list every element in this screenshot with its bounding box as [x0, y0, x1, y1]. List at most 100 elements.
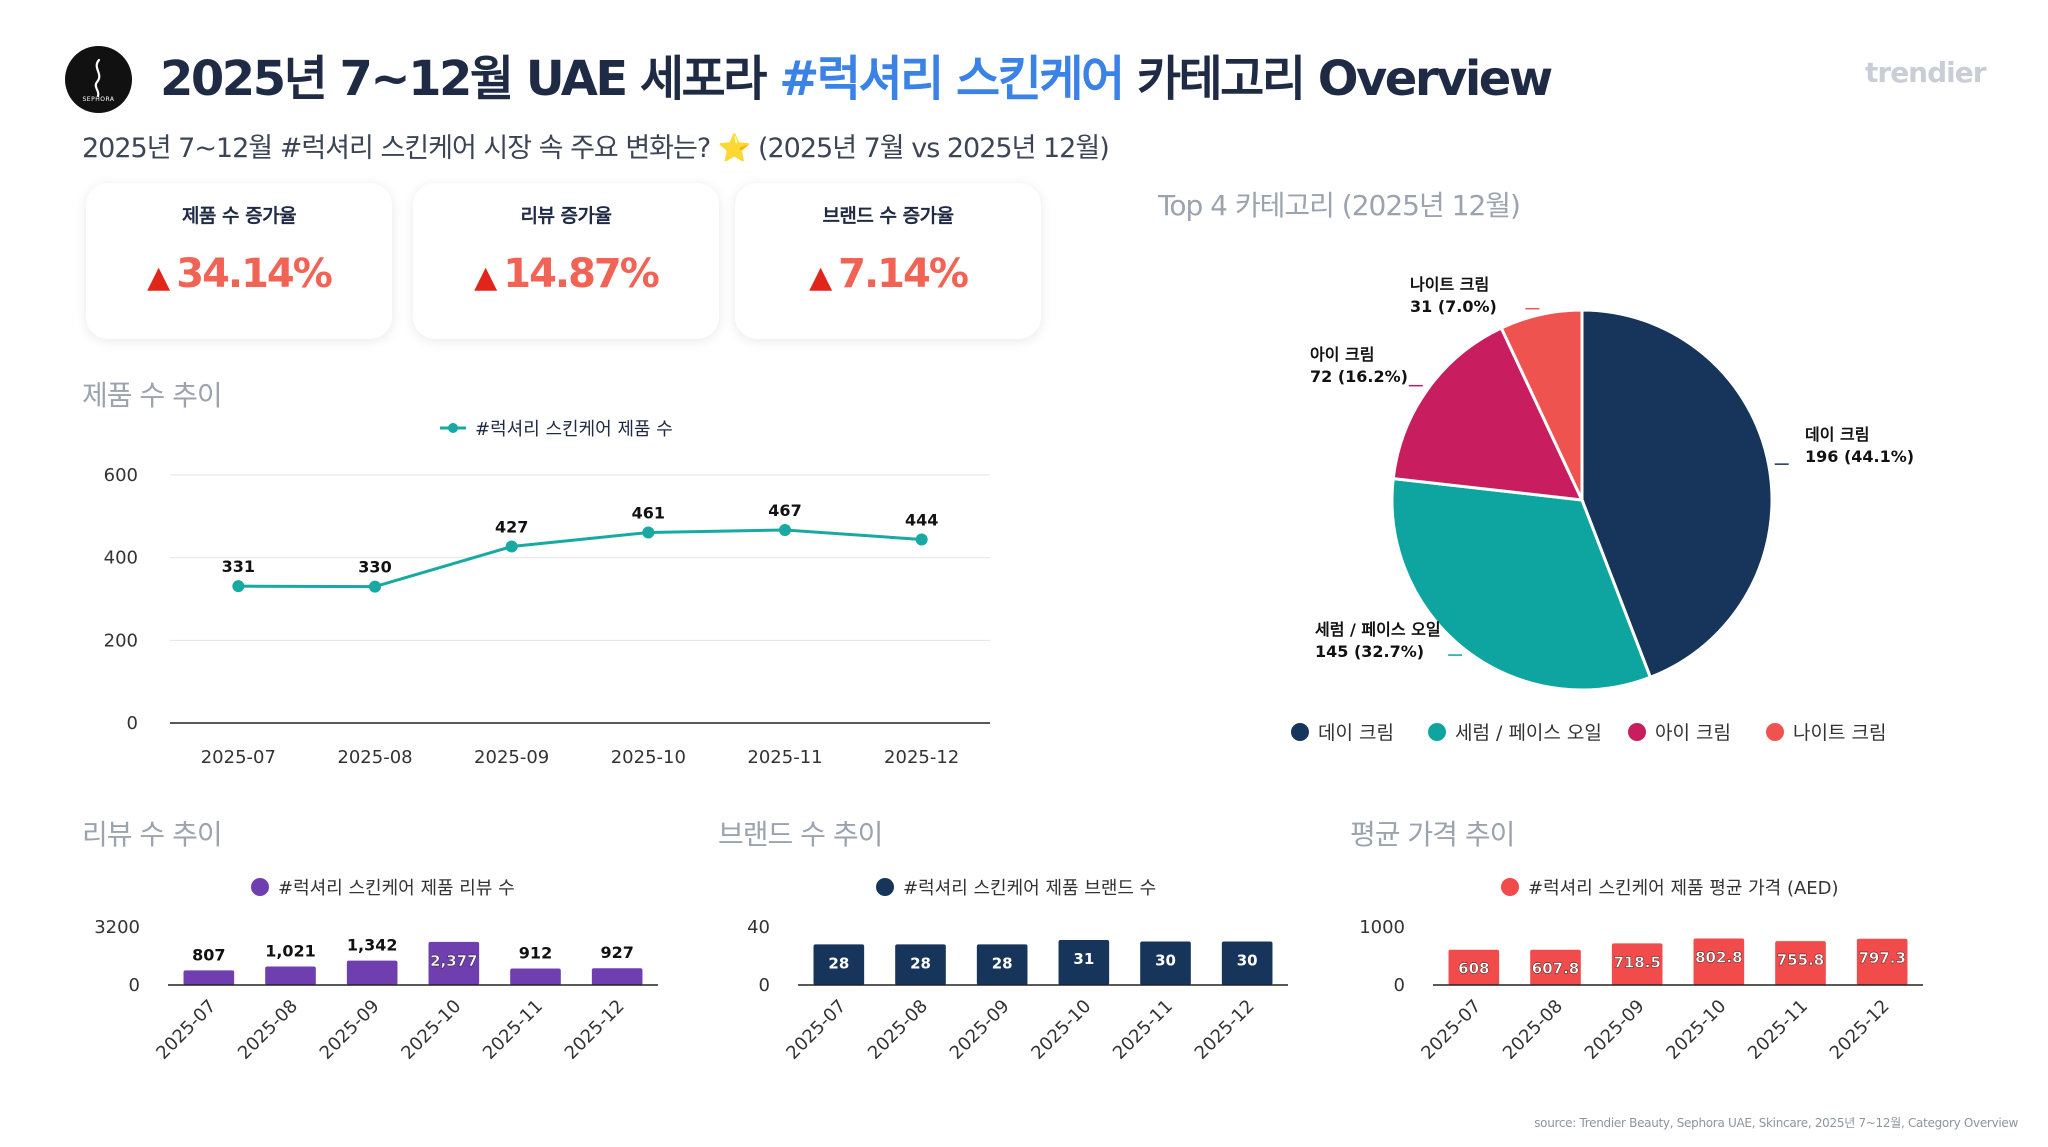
x-tick-label: 2025-08: [337, 747, 412, 768]
section-title-products: 제품 수 추이: [82, 379, 223, 412]
bar: [1140, 941, 1191, 985]
legend-label: #럭셔리 스킨케어 제품 리뷰 수: [278, 878, 515, 899]
y-tick-label: 600: [104, 465, 138, 486]
title-part1: 2025년 7~12월 UAE 세포라: [160, 51, 780, 107]
legend-label: #럭셔리 스킨케어 제품 수: [475, 419, 673, 440]
pie-slice: [1580, 308, 1774, 680]
x-tick-label: 2025-11: [1744, 996, 1812, 1064]
brands-bar-chart: #럭셔리 스킨케어 제품 브랜드 수040282025-07282025-082…: [747, 878, 1288, 1064]
bar: [265, 966, 316, 985]
top4-pie-chart: 데이 크림 196 (44.1%) 세럼 / 페이스 오일 145 (32.7%) 아이…: [1291, 275, 1914, 744]
legend-label: 데이 크림: [1318, 722, 1394, 744]
price-bar-chart: #럭셔리 스킨케어 제품 평균 가격 (AED) 0 1000 608 2025-07 6…: [1359, 878, 1923, 1064]
bar: [1058, 940, 1110, 985]
bar: [183, 970, 235, 985]
up-triangle-icon: ▲: [474, 260, 498, 295]
x-tick-label: 2025-10: [611, 747, 686, 768]
section-title-brands: 브랜드 수 추이: [718, 818, 883, 851]
data-label: 718.5: [1613, 953, 1660, 971]
x-tick-label: 2025-11: [1109, 996, 1177, 1064]
data-label: 802.8: [1695, 948, 1742, 966]
legend-marker: [251, 878, 269, 896]
y-tick-label: 0: [759, 975, 770, 996]
pie-slice: [1391, 325, 1585, 502]
legend-label: #럭셔리 스킨케어 제품 브랜드 수: [903, 878, 1156, 899]
data-label: 467: [768, 501, 801, 520]
data-label: 461: [632, 503, 665, 522]
bar: [976, 944, 1028, 985]
page-subtitle: 2025년 7~12월 #럭셔리 스킨케어 시장 속 주요 변화는? ⭐ (20…: [82, 133, 1110, 164]
title-part2: 카테고리 Overview: [1122, 51, 1553, 107]
products-line-chart: #럭셔리 스킨케어 제품 수 0 200 400 600 2025-07 2025-08 20…: [104, 419, 990, 768]
legend-marker: [1428, 723, 1446, 741]
x-tick-label: 2025-10: [1027, 996, 1095, 1064]
slice-label: 아이 크림: [1310, 345, 1374, 364]
legend-label: 나이트 크림: [1793, 722, 1886, 744]
y-tick-label: 0: [1394, 975, 1405, 996]
brand-logo: trendier: [1865, 56, 1987, 89]
legend-label: #럭셔리 스킨케어 제품 평균 가격 (AED): [1528, 878, 1839, 899]
slice-label: 나이트 크림: [1410, 275, 1489, 294]
data-label: 30: [1237, 952, 1258, 970]
y-tick-label: 40: [747, 917, 770, 938]
bar: [1611, 943, 1663, 985]
y-tick-label: 400: [104, 548, 138, 569]
slice-label: 세럼 / 페이스 오일: [1315, 620, 1441, 639]
sephora-flame-icon: [94, 58, 101, 98]
pie-slice: [1499, 308, 1584, 501]
kpi-value: ▲ 34.14%: [147, 251, 333, 297]
bar: [1448, 949, 1500, 985]
source-note: source: Trendier Beauty, Sephora UAE, Sk…: [1534, 1116, 2018, 1130]
data-point: [505, 540, 518, 553]
x-tick-label: 2025-08: [234, 996, 302, 1064]
legend-label: 세럼 / 페이스 오일: [1455, 722, 1602, 744]
data-label: 755.8: [1777, 951, 1824, 969]
y-tick-label: 200: [104, 630, 138, 651]
kpi-label: 브랜드 수 증가율: [822, 205, 954, 227]
slice-value: 72 (16.2%): [1310, 367, 1408, 386]
kpi-card-reviews: 리뷰 증가율 ▲ 14.87%: [413, 183, 719, 339]
data-label: 28: [910, 954, 931, 972]
y-tick-label: 3200: [94, 917, 140, 938]
up-triangle-icon: ▲: [809, 260, 833, 295]
data-label: 912: [519, 943, 552, 962]
data-label: 608: [1458, 960, 1489, 978]
legend-marker: [1628, 723, 1646, 741]
data-point: [232, 580, 245, 593]
sephora-logo: SEPHORA: [65, 46, 132, 113]
y-tick-label: 0: [127, 713, 138, 734]
x-tick-label: 2025-12: [1826, 996, 1894, 1064]
bar: [346, 960, 398, 985]
data-label: 444: [905, 510, 938, 529]
x-tick-label: 2025-07: [152, 996, 220, 1064]
slice-value: 31 (7.0%): [1410, 297, 1497, 316]
x-tick-label: 2025-09: [1581, 996, 1649, 1064]
data-label: 927: [600, 943, 633, 962]
legend-marker: [1291, 723, 1309, 741]
x-tick-label: 2025-12: [561, 996, 629, 1064]
pie-slice: [1390, 476, 1653, 692]
data-label: 1,342: [347, 936, 398, 955]
data-label: 807: [192, 945, 225, 964]
slice-value: 196 (44.1%): [1805, 447, 1914, 466]
page-title: 2025년 7~12월 UAE 세포라 #럭셔리 스킨케어 카테고리 Overv…: [160, 48, 1553, 110]
bar: [1856, 938, 1908, 985]
legend-dot-marker: [448, 423, 458, 433]
x-tick-label: 2025-07: [201, 747, 276, 768]
data-label: 31: [1073, 950, 1094, 968]
bar: [1530, 949, 1581, 985]
data-label: 1,021: [265, 941, 316, 960]
bar: [1775, 941, 1826, 985]
x-tick-label: 2025-08: [864, 996, 932, 1064]
x-tick-label: 2025-07: [782, 996, 850, 1064]
bar: [428, 941, 480, 985]
x-tick-label: 2025-07: [1417, 996, 1485, 1064]
x-tick-label: 2025-09: [946, 996, 1014, 1064]
data-label: 797.3: [1858, 949, 1905, 967]
x-tick-label: 2025-10: [1662, 996, 1730, 1064]
legend-marker: [1766, 723, 1784, 741]
y-tick-label: 0: [129, 975, 140, 996]
series-line: [238, 528, 922, 589]
slice-value: 145 (32.7%): [1315, 642, 1424, 661]
logo-wordmark: SEPHORA: [82, 96, 115, 103]
